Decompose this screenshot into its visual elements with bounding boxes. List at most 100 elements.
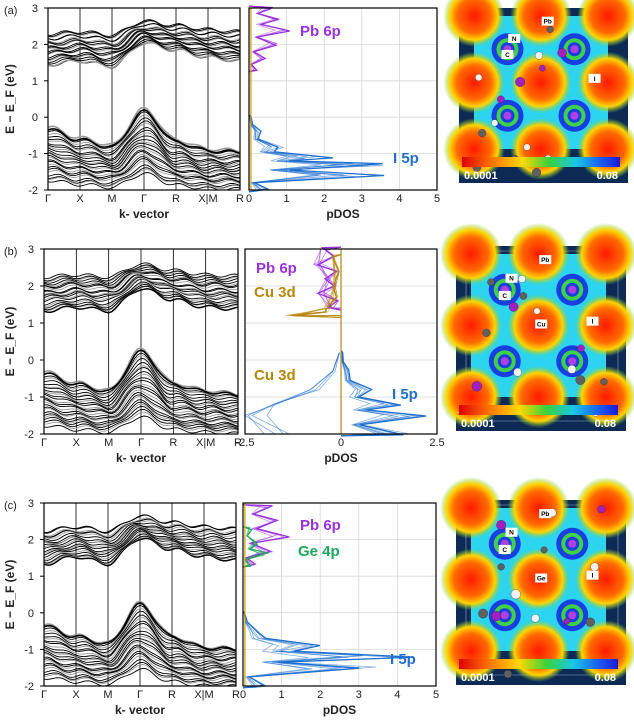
ytick-label: 3 bbox=[28, 244, 34, 256]
valence-band-line bbox=[47, 122, 241, 161]
valence-band-line bbox=[43, 627, 237, 664]
charge-density-panel: Pb N C I Cu 0.0001 0.08 bbox=[439, 222, 634, 431]
pdos-line-i-5p bbox=[248, 115, 322, 193]
pdos-xtick-label: 2 bbox=[317, 689, 323, 701]
atom bbox=[557, 48, 567, 58]
ytick-label: 0 bbox=[28, 355, 34, 367]
valence-band-line bbox=[44, 614, 237, 658]
pdos-x-axis-label: pDOS bbox=[323, 703, 356, 717]
ytick-label: -2 bbox=[24, 429, 34, 441]
colorbar-min-label: 0.0001 bbox=[464, 170, 498, 182]
pdos-line-ge-4p bbox=[242, 526, 260, 568]
pdos-line-mirror bbox=[313, 248, 341, 309]
pdos-line-i-5p bbox=[340, 350, 384, 437]
pdos-annotation: Ge 4p bbox=[298, 543, 340, 560]
valence-band-line bbox=[43, 620, 237, 661]
atom-label: I bbox=[592, 573, 594, 580]
atom bbox=[546, 25, 554, 33]
ytick-label: 0 bbox=[32, 112, 38, 124]
atom-label: Ge bbox=[537, 576, 546, 583]
atom-label: Pb bbox=[544, 19, 552, 26]
valence-band-line bbox=[43, 623, 237, 662]
atom bbox=[577, 344, 585, 353]
valence-band-line bbox=[43, 383, 239, 416]
valence-band-line bbox=[47, 132, 241, 167]
pdos-xtick-label: 2 bbox=[321, 193, 327, 205]
y-axis-label: E − E_F (eV) bbox=[3, 64, 17, 134]
pdos-xtick-label: 0 bbox=[240, 689, 246, 701]
conduction-band-line bbox=[43, 535, 237, 564]
kpoint-tick-label: X bbox=[76, 193, 84, 205]
valence-band-line bbox=[43, 380, 239, 413]
colorbar bbox=[459, 659, 618, 669]
conduction-band-line bbox=[47, 35, 241, 60]
valence-band-line bbox=[43, 377, 239, 412]
atom bbox=[496, 520, 507, 530]
atom bbox=[539, 65, 546, 72]
conduction-band-line bbox=[44, 262, 239, 280]
valence-band-line bbox=[43, 415, 239, 435]
atom bbox=[590, 562, 599, 571]
atom-label: Pb bbox=[541, 511, 549, 518]
pdos-line-i-5p bbox=[248, 115, 369, 193]
atom-label: N bbox=[512, 36, 517, 43]
kpoint-tick-label: R bbox=[234, 437, 242, 449]
pb-atom bbox=[568, 285, 577, 294]
density-high-region bbox=[574, 294, 634, 357]
valence-band-line bbox=[47, 106, 241, 154]
pdos-line-mirror bbox=[243, 352, 341, 435]
pdos-line-pb-6p bbox=[242, 504, 285, 568]
pdos-annotation: Pb 6p bbox=[300, 23, 341, 40]
valence-band-line bbox=[47, 139, 241, 171]
atom-label: N bbox=[509, 276, 514, 283]
conduction-band-line bbox=[43, 285, 238, 311]
pdos-xtick-label: 2.5 bbox=[429, 437, 444, 449]
pdos-annotation: Cu 3d bbox=[254, 284, 296, 301]
pdos-xtick-label: 5 bbox=[434, 193, 440, 205]
pdos-line-pb-6p bbox=[242, 504, 275, 568]
atom bbox=[503, 669, 513, 679]
valence-band-line bbox=[43, 637, 237, 671]
row-1: (b) Γ X M Γ R X|M R 3 2 1 0 -1 -2 E − E_F (eV) k- vecto… bbox=[3, 222, 634, 465]
valence-band-line bbox=[47, 120, 241, 160]
valence-band-line bbox=[43, 396, 239, 425]
atom-label-box bbox=[539, 509, 552, 519]
charge-density-panel: Pb N C I 0.0001 0.08 bbox=[443, 0, 634, 183]
atom bbox=[491, 611, 502, 622]
density-high-region bbox=[507, 476, 570, 540]
pdos-frame bbox=[248, 7, 438, 191]
atom bbox=[478, 608, 488, 619]
band-frame bbox=[47, 7, 241, 191]
atom-label-box bbox=[586, 570, 599, 580]
valence-band-line bbox=[43, 389, 239, 421]
valence-band-line bbox=[43, 604, 237, 653]
kpoint-tick-label: X|M bbox=[194, 689, 213, 701]
atom bbox=[600, 378, 608, 386]
valence-band-line bbox=[43, 411, 239, 433]
valence-band-line bbox=[43, 367, 239, 406]
conduction-band-line bbox=[43, 537, 237, 567]
valence-band-line bbox=[43, 371, 239, 408]
atom bbox=[513, 367, 522, 377]
density-high-region bbox=[577, 0, 634, 47]
conduction-band-line bbox=[47, 40, 241, 67]
density-high-region bbox=[443, 0, 505, 47]
pdos-frame bbox=[242, 502, 437, 687]
kpoint-tick-label: R bbox=[168, 689, 176, 701]
valence-band-line bbox=[43, 644, 237, 676]
valence-band-line bbox=[43, 610, 237, 655]
kpoint-tick-label: Γ bbox=[137, 689, 143, 701]
atom-label: C bbox=[505, 52, 510, 59]
atom-label-box bbox=[498, 290, 511, 300]
valence-band-line bbox=[43, 385, 239, 417]
conduction-band-line bbox=[43, 272, 239, 291]
atom-label-box bbox=[586, 316, 599, 326]
atom bbox=[491, 119, 499, 127]
conduction-band-line bbox=[43, 527, 237, 553]
atom bbox=[487, 278, 495, 286]
pdos-annotation: Pb 6p bbox=[300, 517, 341, 534]
conduction-band-line bbox=[43, 530, 237, 558]
conduction-band-line bbox=[47, 20, 241, 39]
pdos-annotation: I 5p bbox=[392, 386, 418, 403]
valence-band-line bbox=[43, 640, 237, 672]
